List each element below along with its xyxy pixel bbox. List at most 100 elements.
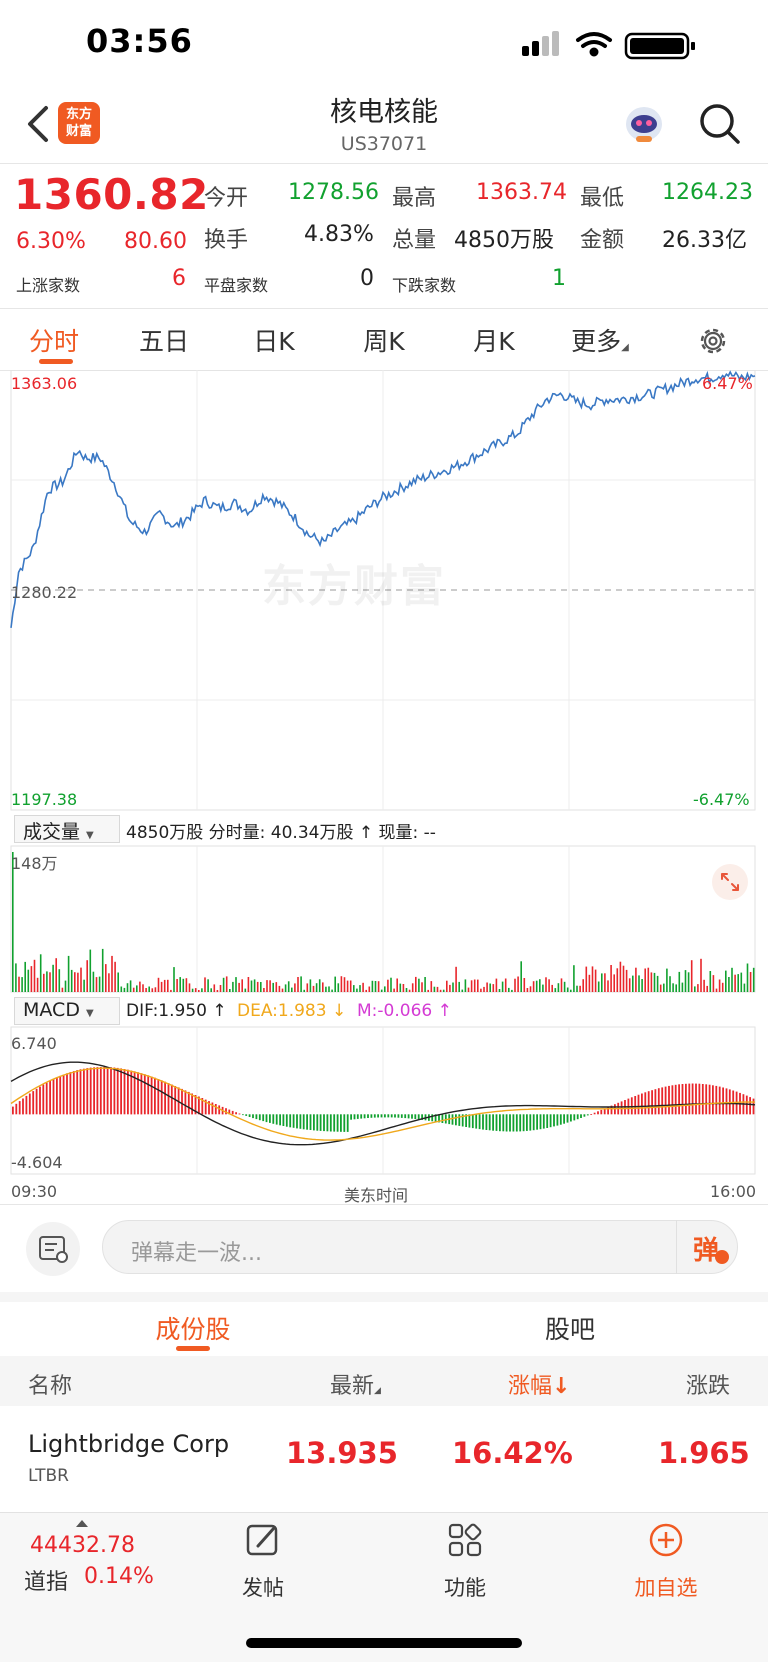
macd-axis-top: 6.740 — [11, 1034, 57, 1053]
macd-bar — [526, 1114, 528, 1131]
add-watchlist-button[interactable]: 加自选 — [611, 1520, 721, 1602]
macd-bar — [302, 1114, 305, 1130]
volume-bar — [70, 969, 73, 992]
volume-bar — [80, 967, 82, 992]
volume-bar — [145, 988, 147, 992]
volume-bar — [58, 969, 61, 992]
macd-indicator-select[interactable]: MACD ▼ — [14, 997, 120, 1025]
time-axis-label: 美东时间 — [344, 1186, 409, 1205]
volume-bar — [328, 986, 330, 992]
volume-bar — [501, 981, 504, 992]
danmaku-input[interactable]: 弹幕走一波... — [102, 1220, 738, 1274]
low-label: 最低 — [580, 186, 625, 211]
macd-bar — [745, 1095, 748, 1115]
danmaku-send-label: 弹 — [693, 1236, 720, 1266]
macd-bar — [610, 1105, 613, 1115]
index-change[interactable]: 0.14% — [84, 1564, 154, 1589]
macd-bar — [285, 1114, 288, 1127]
amount-value: 26.33亿 — [662, 228, 747, 253]
chevron-up-icon[interactable] — [76, 1520, 88, 1527]
volume-bar — [83, 979, 85, 992]
macd-bar — [72, 1071, 75, 1115]
macd-dif-line — [10, 1061, 756, 1146]
expand-icon[interactable] — [710, 862, 750, 902]
macd-bar — [69, 1072, 72, 1115]
volume-bar — [136, 985, 138, 992]
macd-bar — [576, 1114, 579, 1120]
danmaku-send-button[interactable]: 弹 — [676, 1220, 738, 1274]
volume-bar — [343, 977, 346, 992]
volume-bar — [148, 986, 150, 992]
intraday-chart[interactable] — [0, 370, 768, 1200]
header-change[interactable]: 涨跌 — [686, 1374, 731, 1399]
post-button[interactable]: 发帖 — [208, 1520, 318, 1602]
volume-bar — [337, 983, 340, 992]
tab-forum[interactable]: 股吧 — [544, 1315, 595, 1344]
macd-bar — [62, 1074, 65, 1115]
tab-monthly-k[interactable]: 月K — [473, 327, 515, 356]
volume-bar — [30, 966, 33, 992]
settings-gear-icon[interactable] — [696, 324, 730, 358]
tab-daily-k[interactable]: 日K — [253, 327, 295, 356]
volume-bar — [260, 982, 262, 992]
volume-bar — [728, 977, 730, 992]
macd-bar — [377, 1114, 379, 1118]
functions-button[interactable]: 功能 — [410, 1520, 520, 1602]
tab-more-label: 更多 — [571, 327, 622, 356]
volume-bar — [256, 981, 259, 992]
volume-bar — [520, 961, 522, 992]
macd-bar — [400, 1114, 403, 1118]
macd-bar — [18, 1101, 21, 1115]
volume-bar — [557, 983, 560, 992]
volume-bar — [489, 983, 491, 992]
volume-bar — [653, 972, 656, 992]
tab-intraday[interactable]: 分时 — [28, 327, 79, 356]
index-name[interactable]: 道指 — [24, 1570, 69, 1595]
header-change-pct[interactable]: 涨幅↓ — [508, 1368, 570, 1400]
watermark: 东方财富 — [262, 561, 446, 612]
volume-indicator-select[interactable]: 成交量 ▼ — [14, 815, 120, 843]
volume-bar — [49, 972, 51, 992]
macd-bar — [353, 1114, 356, 1120]
tab-more[interactable]: 更多◢ — [550, 322, 650, 358]
header-latest[interactable]: 最新◢ — [330, 1368, 381, 1400]
volume-bar — [579, 985, 581, 992]
tab-five-day[interactable]: 五日 — [138, 327, 189, 356]
tab-constituents[interactable]: 成份股 — [155, 1315, 231, 1344]
tab-active-indicator — [39, 359, 73, 364]
macd-bar — [360, 1114, 363, 1119]
volume-bar — [551, 984, 553, 992]
index-value[interactable]: 44432.78 — [30, 1533, 135, 1558]
volume-bar — [114, 961, 116, 992]
volume-bar — [721, 982, 724, 992]
macd-bar — [478, 1114, 481, 1130]
volume-bar — [498, 989, 501, 992]
volume-bar — [61, 987, 64, 992]
volume-bar — [737, 974, 739, 992]
macd-bar — [269, 1114, 271, 1123]
volume-bar — [678, 971, 681, 992]
danmaku-settings-button[interactable] — [26, 1222, 80, 1276]
macd-bar — [593, 1112, 596, 1115]
ai-assistant-icon[interactable] — [620, 102, 668, 146]
macd-bar — [113, 1067, 116, 1115]
up-count-label: 上涨家数 — [16, 276, 81, 295]
volume-bar — [176, 979, 178, 992]
search-icon[interactable] — [698, 102, 742, 146]
volume-bar — [46, 971, 48, 992]
macd-bar — [573, 1114, 576, 1121]
turnover-value: 4.83% — [304, 222, 374, 247]
volume-bar — [514, 978, 516, 992]
macd-bar — [664, 1086, 667, 1115]
volume-bar — [669, 976, 671, 992]
volume-bar — [694, 986, 696, 992]
volume-bar — [377, 981, 380, 992]
macd-bar — [431, 1114, 434, 1122]
back-button[interactable] — [20, 102, 60, 146]
tab-weekly-k[interactable]: 周K — [363, 327, 405, 356]
macd-bar — [340, 1114, 342, 1132]
macd-bar — [181, 1088, 183, 1115]
current-price: 1360.82 — [14, 170, 209, 219]
header-name[interactable]: 名称 — [28, 1374, 73, 1399]
table-row[interactable]: Lightbridge Corp LTBR 13.935 16.42% 1.96… — [0, 1408, 768, 1512]
